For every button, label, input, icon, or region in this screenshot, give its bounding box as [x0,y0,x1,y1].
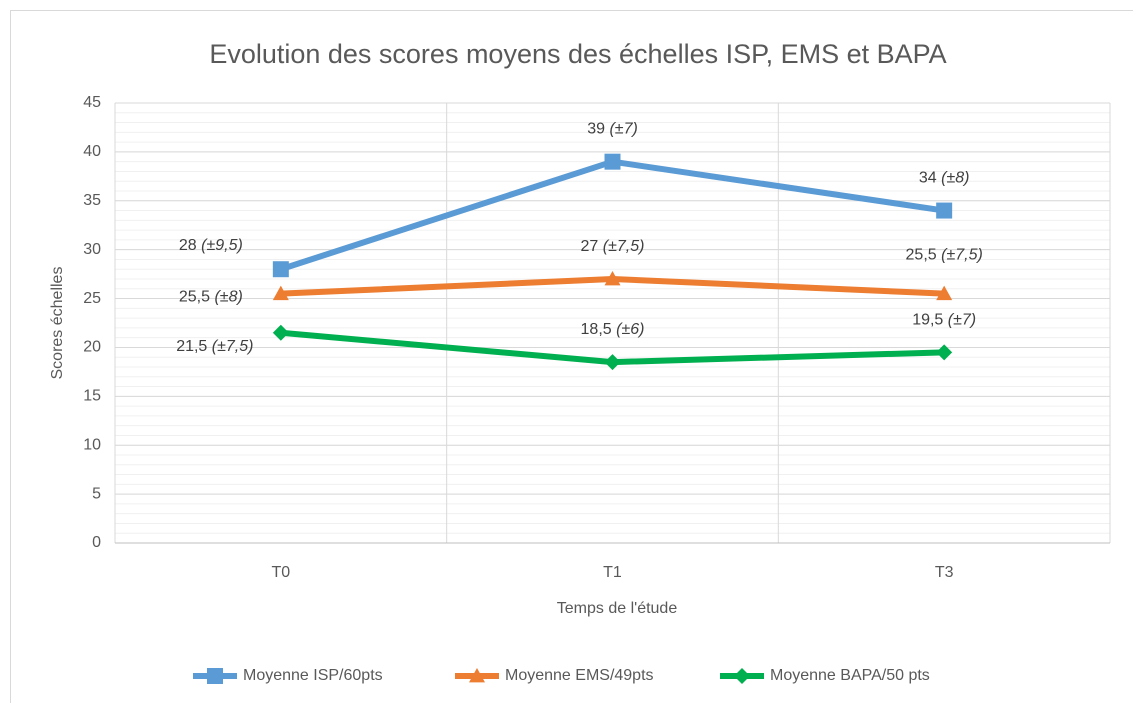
y-tick-label: 0 [92,534,101,551]
marker [734,668,750,684]
x-axis-title: Temps de l'étude [557,600,678,617]
y-tick-label: 15 [83,388,101,405]
value-label: 25,5 (±8) [179,289,243,306]
marker [936,344,953,361]
marker [207,668,223,684]
y-tick-label: 5 [92,485,101,502]
marker [272,285,289,301]
x-tick-label: T0 [271,564,290,581]
y-tick-label: 25 [83,290,101,307]
marker [272,324,289,341]
marker [469,668,485,683]
value-label: 19,5 (±7) [912,312,976,329]
y-tick-label: 20 [83,339,101,356]
legend-label: Moyenne EMS/49pts [505,667,654,684]
chart-title: Evolution des scores moyens des échelles… [209,39,946,69]
value-label: 18,5 (±6) [581,321,645,338]
legend-label: Moyenne BAPA/50 pts [770,667,930,684]
value-label: 21,5 (±7,5) [176,338,253,355]
y-axis-title: Scores échelles [49,267,66,380]
value-label: 34 (±8) [919,170,970,187]
marker [604,271,621,286]
y-tick-label: 30 [83,241,101,258]
marker [272,261,289,278]
x-tick-label: T3 [935,564,954,581]
value-label: 25,5 (±7,5) [906,247,983,264]
x-tick-label: T1 [603,564,622,581]
y-tick-label: 35 [83,192,101,209]
marker [604,153,621,170]
y-tick-label: 10 [83,436,101,453]
marker [604,354,621,371]
marker [936,285,953,301]
legend-label: Moyenne ISP/60pts [243,667,383,684]
y-tick-label: 40 [83,143,101,160]
value-label: 27 (±7,5) [581,238,645,255]
value-label: 39 (±7) [587,121,638,138]
y-tick-label: 45 [83,94,101,111]
value-label: 28 (±9,5) [179,237,243,254]
marker [936,202,953,219]
